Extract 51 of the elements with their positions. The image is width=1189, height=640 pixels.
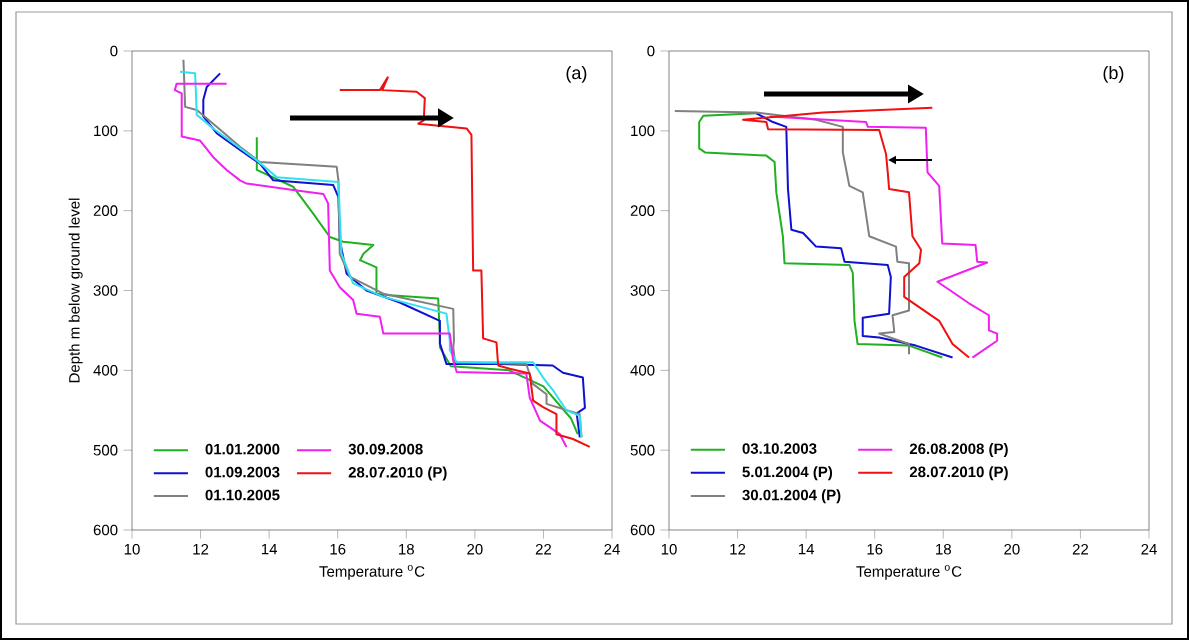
line-series bbox=[768, 115, 999, 359]
x-tick-label: 22 bbox=[535, 543, 552, 555]
x-tick-label: 18 bbox=[399, 543, 414, 555]
y-tick-label: 400 bbox=[630, 365, 655, 376]
legend-label: 26.08.2008 (P) bbox=[909, 443, 1008, 458]
line-series bbox=[742, 106, 971, 359]
legend-label: 03.10.2003 bbox=[742, 443, 817, 454]
x-tick-label: 10 bbox=[661, 543, 677, 555]
y-tick-label: 600 bbox=[630, 524, 655, 536]
y-tick-label: 200 bbox=[93, 205, 118, 216]
y-tick-label: 0 bbox=[647, 45, 655, 57]
legend-label: 30.09.2008 bbox=[348, 443, 423, 455]
legend-label: 01.10.2005 bbox=[205, 489, 280, 501]
annotation: (b) bbox=[1103, 65, 1124, 83]
x-tick-label: 14 bbox=[798, 543, 815, 555]
line-series bbox=[255, 136, 579, 436]
y-tick-label: 500 bbox=[630, 444, 655, 456]
legend-label: 30.01.2004 (P) bbox=[742, 489, 841, 504]
x-tick-label: 24 bbox=[604, 543, 620, 555]
y-tick-label: 400 bbox=[93, 365, 118, 376]
x-tick-label: 10 bbox=[124, 543, 140, 555]
legend-label: 01.01.2000 bbox=[205, 443, 280, 455]
x-tick-label: 12 bbox=[730, 543, 746, 555]
x-tick-label: 16 bbox=[330, 543, 346, 555]
y-tick-label: 200 bbox=[630, 205, 655, 216]
legend-label: 01.09.2003 bbox=[205, 466, 280, 478]
x-tick-label: 20 bbox=[1004, 543, 1020, 555]
legend-label: 28.07.2010 (P) bbox=[909, 466, 1008, 481]
legend-label: 28.07.2010 (P) bbox=[348, 466, 447, 481]
y-tick-label: 100 bbox=[94, 125, 118, 137]
line-series bbox=[755, 112, 954, 359]
y-tick-label: 0 bbox=[110, 45, 118, 57]
y-axis-title: Depth m below ground level bbox=[68, 198, 83, 383]
annotation: (a) bbox=[566, 65, 587, 83]
x-tick-label: 14 bbox=[261, 543, 278, 555]
line-series bbox=[698, 112, 944, 359]
y-tick-label: 500 bbox=[93, 444, 118, 456]
x-tick-label: 18 bbox=[936, 543, 951, 555]
x-tick-label: 12 bbox=[193, 543, 209, 555]
x-tick-label: 22 bbox=[1072, 543, 1089, 555]
x-axis-title: Temperature $^{o}$C bbox=[856, 564, 962, 580]
x-tick-label: 24 bbox=[1141, 543, 1157, 555]
y-tick-label: 600 bbox=[93, 524, 118, 536]
line-series bbox=[673, 109, 911, 356]
y-tick-label: 300 bbox=[93, 285, 118, 296]
x-tick-label: 20 bbox=[467, 543, 483, 555]
legend-label: 5.01.2004 (P) bbox=[742, 466, 833, 481]
x-tick-label: 16 bbox=[867, 543, 883, 555]
y-tick-label: 100 bbox=[631, 125, 655, 137]
y-tick-label: 300 bbox=[630, 285, 655, 296]
x-axis-title: Temperature $^{o}$C bbox=[319, 564, 425, 580]
